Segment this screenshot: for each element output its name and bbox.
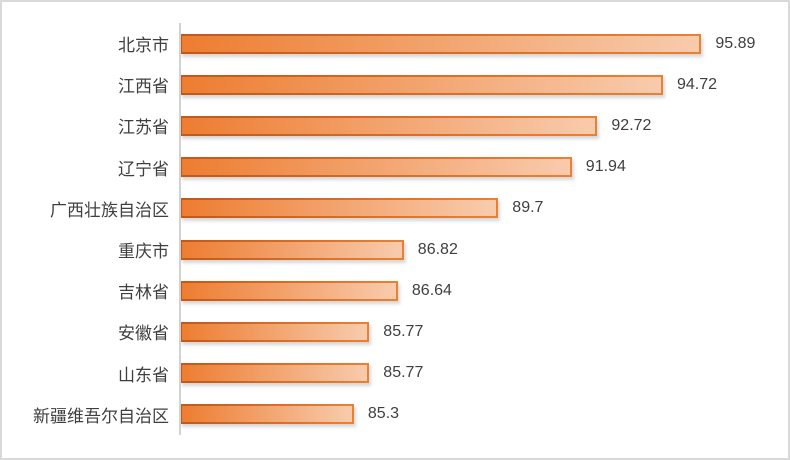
category-label: 安徽省 [118,324,169,344]
bar [180,198,499,219]
bar-track: 85.77 [180,311,788,352]
chart-row: 重庆市 86.82 [2,229,788,270]
chart-row: 广西壮族自治区 89.7 [2,188,788,229]
bar-fill [182,282,396,299]
category-label: 山东省 [118,365,169,385]
bar-track: 85.77 [180,353,788,394]
bar-fill [182,200,497,217]
chart-row: 吉林省 86.64 [2,270,788,311]
bar-track: 91.94 [180,147,788,188]
chart-plot-area: 北京市 95.89 江西省 94.72 江苏省 92.72 辽宁省 91.94 广西壮族自治区 8… [2,23,788,435]
value-label: 89.7 [512,199,544,217]
category-label: 重庆市 [118,242,169,262]
category-label: 吉林省 [118,283,169,303]
category-label: 北京市 [118,36,169,56]
bar-fill [182,323,368,340]
chart-row: 山东省 85.77 [2,353,788,394]
bar [180,115,598,136]
bar [180,239,404,260]
chart-row: 安徽省 85.77 [2,311,788,352]
value-label: 86.82 [417,240,458,258]
bar-fill [182,76,661,93]
category-label: 江西省 [118,77,169,97]
bar-track: 86.64 [180,270,788,311]
bar-track: 94.72 [180,64,788,105]
value-label: 94.72 [677,75,718,93]
value-label: 92.72 [611,116,652,134]
bar-track: 86.82 [180,229,788,270]
bar [180,280,398,301]
category-label: 辽宁省 [118,159,169,179]
chart-row: 北京市 95.89 [2,23,788,64]
bar-fill [182,117,596,134]
bar-fill [182,365,368,382]
value-label: 85.77 [383,364,424,382]
bar [180,321,370,342]
bar-fill [182,406,352,423]
category-label: 广西壮族自治区 [50,200,169,220]
chart-row: 江苏省 92.72 [2,105,788,146]
value-label: 85.77 [383,322,424,340]
bar-fill [182,241,402,258]
chart-row: 辽宁省 91.94 [2,147,788,188]
value-label: 85.3 [367,405,400,423]
bar [180,33,702,54]
chart-row: 新疆维吾尔自治区 85.3 [2,394,788,435]
bar-fill [182,35,700,52]
value-label: 86.64 [411,281,452,299]
category-label: 江苏省 [118,118,169,138]
bar-track: 95.89 [180,23,788,64]
bar-track: 92.72 [180,105,788,146]
bar [180,363,370,384]
bar-rows-container: 北京市 95.89 江西省 94.72 江苏省 92.72 辽宁省 91.94 广西壮族自治区 8… [2,23,788,435]
category-axis-line [179,23,181,435]
value-label: 95.89 [715,34,756,52]
category-label: 新疆维吾尔自治区 [33,406,169,426]
bar-track: 85.3 [180,394,788,435]
chart-row: 江西省 94.72 [2,64,788,105]
bar [180,404,354,425]
bar-track: 89.7 [180,188,788,229]
value-label: 91.94 [585,158,626,176]
bar-fill [182,159,570,176]
bar [180,74,663,95]
bar [180,157,572,178]
